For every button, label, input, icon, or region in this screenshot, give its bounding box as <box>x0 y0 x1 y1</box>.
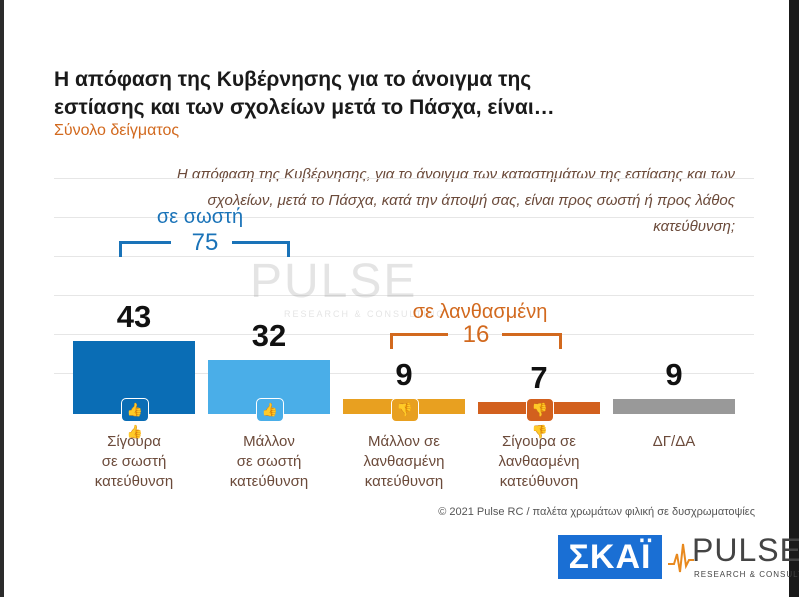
group-wrong-bracket-right <box>502 333 562 336</box>
gridline <box>54 373 754 374</box>
group-correct-bracket-tick-right <box>287 241 290 257</box>
bar-value-dont-know: 9 <box>665 357 683 392</box>
category-label-line: Μάλλον <box>243 433 295 450</box>
pulse-wave-icon <box>668 543 694 573</box>
gridline <box>54 295 754 296</box>
gridline <box>54 217 754 218</box>
category-label-line: κατεύθυνση <box>499 473 579 490</box>
group-wrong-bracket-tick-left <box>390 333 393 349</box>
category-label-line: κατεύθυνση <box>364 473 444 490</box>
footer-credit: © 2021 Pulse RC / παλέτα χρωμάτων φιλική… <box>438 506 755 518</box>
category-label-line: Μάλλον σε <box>368 433 440 450</box>
category-label-line: Σίγουρα <box>107 433 161 450</box>
group-wrong-value: 16 <box>462 321 490 348</box>
bar-value-definitely-wrong: 7 <box>530 360 548 395</box>
bar-dont-know <box>613 399 735 414</box>
thumbs-up-icon: 👍 <box>256 398 284 422</box>
watermark-subtext: RESEARCH & CONSULTING <box>284 309 446 319</box>
group-correct-label: σε σωστή <box>156 206 244 228</box>
category-label-line: λανθασμένη <box>363 453 445 470</box>
group-correct-bracket-left <box>119 241 171 244</box>
category-label-line: σε σωστή <box>101 453 167 470</box>
chart-subtitle: Σύνολο δείγματος <box>54 122 180 139</box>
category-label-probably-wrong: Μάλλον σε λανθασμένη κατεύθυνση <box>339 432 469 492</box>
left-border <box>0 0 4 597</box>
group-correct-bracket-right <box>232 241 290 244</box>
category-label-line: Σίγουρα σε <box>502 433 576 450</box>
thumbs-down-double-icon: 👎👎 <box>526 398 554 439</box>
category-label-definitely-wrong: Σίγουρα σε λανθασμένη κατεύθυνση <box>474 432 604 492</box>
gridline <box>54 256 754 257</box>
group-correct-value: 75 <box>191 229 219 256</box>
bar-value-definitely-correct: 43 <box>116 299 152 334</box>
right-border <box>789 0 799 597</box>
gridline <box>54 178 754 179</box>
group-wrong-bracket-tick-right <box>559 333 562 349</box>
category-label-line: κατεύθυνση <box>94 473 174 490</box>
bar-value-probably-correct: 32 <box>251 318 287 353</box>
category-label-line: ΔΓ/ΔΑ <box>652 433 696 450</box>
watermark-text: PULSE <box>250 255 418 308</box>
category-label-line: λανθασμένη <box>498 453 580 470</box>
pulse-logo-text: PULSE <box>692 532 799 568</box>
category-label-definitely-correct: Σίγουρα σε σωστή κατεύθυνση <box>69 432 199 492</box>
category-label-dont-know: ΔΓ/ΔΑ <box>609 432 739 452</box>
pulse-logo: PULSE RESEARCH & CONSULTING <box>668 532 799 584</box>
chart-title: Η απόφαση της Κυβέρνησης για το άνοιγμα … <box>54 68 555 119</box>
category-label-line: σε σωστή <box>236 453 302 470</box>
skai-logo: ΣΚΑΪ <box>558 535 662 579</box>
group-correct-bracket-tick-left <box>119 241 122 257</box>
thumbs-down-icon: 👎 <box>391 398 419 422</box>
category-label-probably-correct: Μάλλον σε σωστή κατεύθυνση <box>204 432 334 492</box>
pulse-watermark: PULSE RESEARCH & CONSULTING <box>250 254 445 319</box>
bar-value-probably-wrong: 9 <box>395 357 413 392</box>
group-wrong-label: σε λανθασμένη <box>412 301 548 323</box>
category-label-line: κατεύθυνση <box>229 473 309 490</box>
thumbs-up-double-icon: 👍👍 <box>121 398 149 439</box>
pulse-logo-subtext: RESEARCH & CONSULTING <box>694 570 799 579</box>
group-wrong-bracket-left <box>390 333 448 336</box>
